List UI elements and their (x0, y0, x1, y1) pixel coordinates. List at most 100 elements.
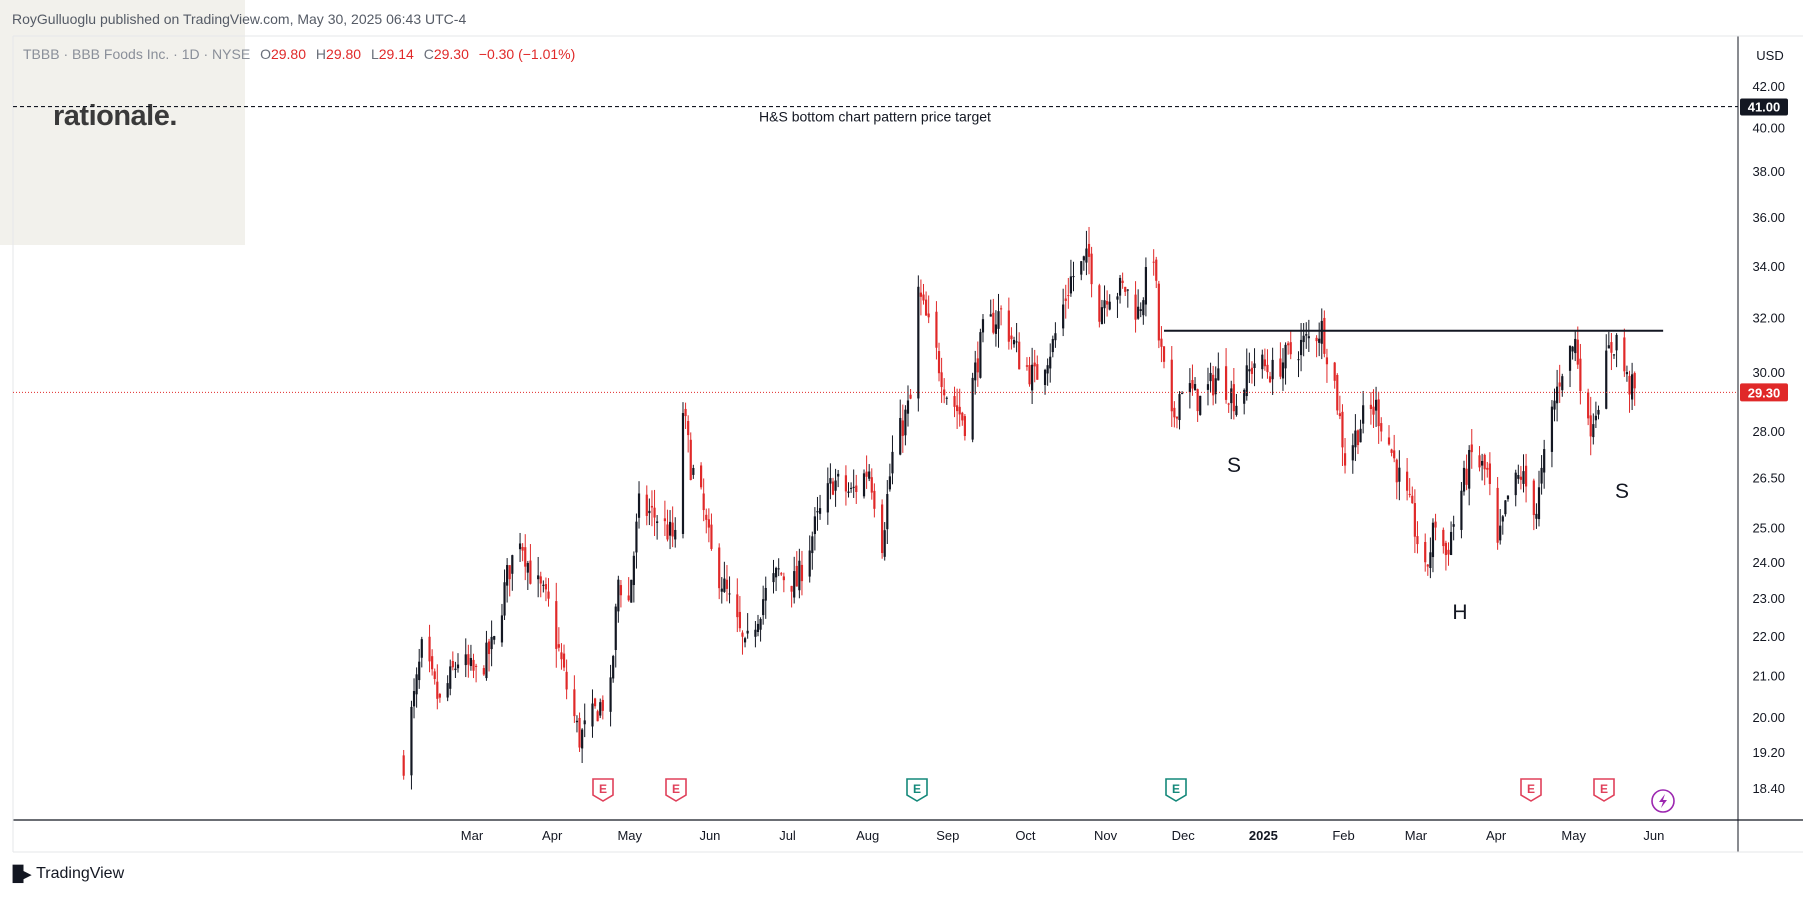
candle-body (1118, 277, 1122, 296)
candle-body (1592, 424, 1595, 438)
candle-body (1108, 301, 1111, 310)
candle-body (1217, 368, 1220, 381)
earnings-marker[interactable] (1593, 778, 1615, 802)
low-value: 29.14 (378, 46, 414, 62)
earnings-marker[interactable] (1520, 778, 1542, 802)
candle-body (1607, 345, 1610, 349)
candle-body (485, 642, 488, 679)
high-value: 29.80 (326, 46, 362, 62)
publisher-line: RoyGulluoglu published on TradingView.co… (12, 11, 467, 27)
y-tick-label: 22.00 (1752, 629, 1785, 644)
last-price-label: 29.30 (1748, 385, 1781, 400)
candle-body (1362, 405, 1365, 424)
candle-body (811, 536, 814, 554)
candle-body (1212, 374, 1215, 396)
candle-body (1012, 339, 1016, 345)
candle-body (1160, 338, 1163, 347)
candle-body (506, 565, 509, 586)
candle-body (671, 522, 674, 537)
candle-body (1470, 444, 1473, 453)
candle-body (795, 565, 798, 587)
candle-body (736, 594, 739, 618)
candle-body (449, 666, 452, 689)
shoulder-label: S (1227, 454, 1241, 477)
candle-body (1374, 399, 1378, 411)
candle-body (635, 521, 638, 553)
candle-body (883, 530, 886, 557)
candle-body (1170, 359, 1173, 412)
candle-body (1462, 467, 1466, 492)
candle-body (454, 668, 457, 671)
close-label: C (423, 46, 434, 62)
candle-body (529, 560, 532, 584)
candle-body (1307, 336, 1310, 339)
candle-body (1390, 449, 1393, 453)
candle-body (1504, 500, 1507, 515)
candle-body (1126, 289, 1129, 291)
candle-body (743, 638, 747, 643)
candle-body (1532, 480, 1535, 516)
candle-body (1517, 475, 1520, 479)
earnings-marker[interactable] (906, 778, 928, 802)
low-label: L (370, 46, 379, 62)
x-tick-label: Oct (1015, 828, 1036, 843)
currency-button[interactable]: USD (1756, 48, 1784, 63)
candle-body (1178, 394, 1181, 421)
candle-body (1377, 399, 1380, 427)
candle-body (1411, 495, 1414, 504)
x-tick-label: 2025 (1249, 828, 1278, 843)
candle-body (1181, 393, 1184, 395)
y-tick-label: 30.00 (1752, 365, 1785, 380)
candle-body (849, 487, 853, 489)
candle-body (544, 584, 548, 590)
candle-body (1571, 346, 1574, 352)
candle-body (1556, 386, 1559, 404)
earnings-marker[interactable] (592, 778, 614, 802)
candle-body (1028, 365, 1031, 385)
candle-body (637, 493, 641, 518)
candle-body (493, 636, 496, 640)
last-price-badge (1740, 383, 1788, 402)
candle-body (847, 491, 850, 493)
candle-body (1540, 467, 1543, 484)
candle-body (1558, 382, 1561, 387)
earnings-marker[interactable] (1165, 778, 1187, 802)
candle-body (684, 408, 687, 417)
x-tick-label: Aug (856, 828, 879, 843)
x-tick-label: Nov (1094, 828, 1118, 843)
candle-body (1152, 261, 1155, 263)
candle-body (1142, 300, 1145, 316)
candle-body (524, 547, 527, 567)
candle-body (718, 547, 721, 589)
candle-body (1230, 388, 1233, 404)
candle-body (1018, 341, 1021, 370)
tradingview-footer[interactable]: ▉▸ TradingView (13, 865, 124, 883)
candle-body (1090, 253, 1093, 285)
candle-body (503, 582, 506, 616)
candle-body (759, 619, 762, 630)
candle-body (906, 400, 910, 414)
candle-body (469, 658, 473, 667)
candle-body (1354, 430, 1357, 448)
candle-body (1124, 286, 1127, 292)
head-label: H (1452, 601, 1467, 624)
candle-body (490, 636, 493, 650)
earnings-marker[interactable] (665, 778, 687, 802)
candle-body (1514, 472, 1517, 496)
shoulder-label: S (1615, 480, 1629, 503)
x-tick-label: Jul (779, 828, 796, 843)
candle-body (1175, 416, 1179, 419)
candle-body (1524, 465, 1528, 487)
candle-body (997, 311, 1000, 329)
candle-body (1574, 338, 1577, 354)
earnings-marker-label: E (1527, 782, 1535, 796)
candle-body (1499, 525, 1502, 541)
candle-body (668, 521, 672, 536)
candle-body (1157, 283, 1160, 341)
candle-body (1434, 521, 1437, 528)
candle-body (798, 560, 801, 591)
candle-body (1460, 490, 1463, 530)
candle-body (1305, 334, 1308, 336)
candle-body (1051, 338, 1054, 353)
